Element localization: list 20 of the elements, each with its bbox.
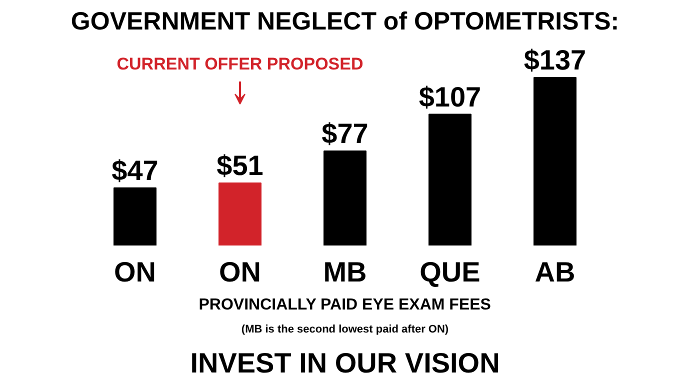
data-label: $107 [418, 81, 482, 112]
bar [218, 182, 262, 246]
bar [428, 114, 472, 246]
text: CURRENT OFFER PROPOSED [116, 54, 364, 74]
bar [534, 76, 576, 246]
text: (MB is the second lowest paid after ON) [241, 324, 449, 336]
data-label: $77 [322, 118, 368, 150]
x-tick-label: AB [534, 256, 576, 288]
x-tick-label: ON [114, 256, 156, 288]
x-tick-label: QUE [420, 256, 480, 288]
text: INVEST IN OUR VISION [190, 348, 500, 378]
bar [324, 150, 366, 246]
chart-title: GOVERNMENT NEGLECT of OPTOMETRISTS: [70, 8, 620, 36]
bar [114, 187, 156, 246]
data-label: $51 [216, 150, 264, 181]
data-label: $47 [112, 154, 158, 186]
data-label: $137 [524, 44, 586, 76]
x-tick-label: ON [219, 256, 261, 288]
x-axis-title: PROVINCIALLY PAID EYE EXAM FEES [198, 296, 492, 314]
x-tick-label: MB [323, 256, 367, 288]
